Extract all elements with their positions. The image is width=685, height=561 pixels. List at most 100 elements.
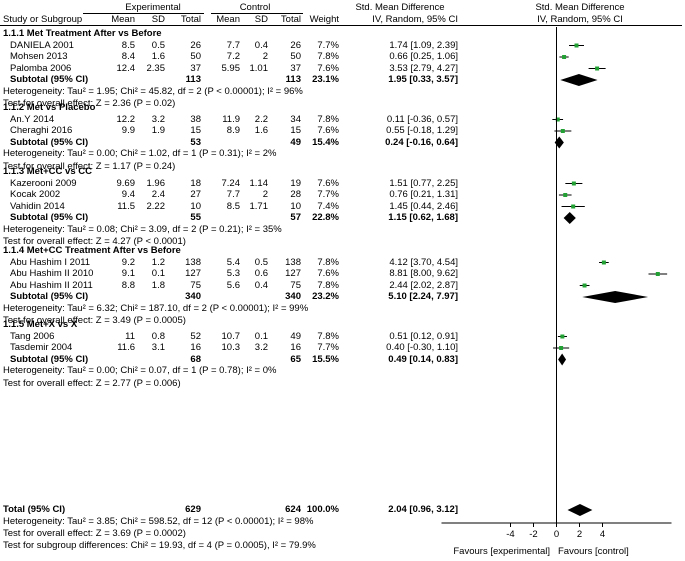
subtotal-weight: 23.2%	[312, 291, 339, 302]
diamond-subtotal-2	[563, 212, 576, 224]
study-sd2: 2.2	[254, 113, 268, 125]
point-estimate-4	[560, 129, 565, 133]
study-ci: 4.12 [3.70, 4.54]	[389, 256, 458, 268]
heterogeneity-text: Heterogeneity: Tau² = 0.00; Chi² = 1.02,…	[3, 148, 277, 159]
subgroup-title: 1.1.1 Met Treatment After vs Before	[3, 28, 162, 39]
study-m1: 12.2	[116, 113, 136, 125]
overall-effect-text: Test for overall effect: Z = 2.36 (P = 0…	[3, 98, 176, 109]
study-n1: 10	[190, 200, 201, 212]
favours-experimental-label: Favours [experimental]	[453, 546, 550, 557]
col-weight: Weight	[309, 14, 339, 25]
study-sd2: 2	[262, 51, 268, 62]
study-n1: 52	[190, 330, 201, 342]
study-ci: 1.45 [0.44, 2.46]	[389, 200, 458, 212]
overall-effect-text: Test for overall effect: Z = 3.49 (P = 0…	[3, 315, 186, 326]
x-tick-label: -2	[529, 529, 537, 540]
subgroup-differences-text: Test for subgroup differences: Chi² = 19…	[3, 540, 316, 551]
col-method-right: IV, Random, 95% CI	[537, 14, 623, 25]
subtotal-n1: 55	[190, 212, 201, 223]
study-w: 7.8%	[317, 279, 339, 291]
study-sd2: 0.4	[254, 39, 268, 51]
subtotal-weight: 22.8%	[312, 212, 339, 223]
point-estimate-7	[571, 204, 576, 209]
study-ci: 0.55 [-0.18, 1.29]	[386, 125, 458, 136]
study-w: 7.7%	[317, 39, 339, 51]
study-name: Tang 2006	[10, 330, 55, 342]
subtotal-ci: 1.15 [0.62, 1.68]	[388, 212, 458, 223]
study-m2: 7.7	[226, 39, 240, 51]
study-n1: 26	[190, 39, 201, 51]
study-n2: 49	[290, 330, 301, 342]
study-name: Tasdemir 2004	[10, 342, 73, 353]
study-sd2: 2	[262, 189, 268, 200]
study-m2: 8.5	[226, 200, 240, 212]
subtotal-ci: 0.24 [-0.16, 0.64]	[385, 136, 458, 148]
study-m1: 9.2	[121, 256, 135, 268]
study-w: 7.6%	[317, 268, 339, 279]
study-m2: 10.7	[221, 330, 241, 342]
study-n1: 37	[190, 62, 201, 74]
point-estimate-9	[655, 272, 660, 276]
heterogeneity-text: Heterogeneity: Tau² = 0.08; Chi² = 3.09,…	[3, 223, 282, 235]
x-tick-label: 0	[554, 529, 559, 540]
study-m1: 9.9	[121, 125, 135, 136]
study-ci: 1.74 [1.09, 2.39]	[389, 39, 458, 51]
study-ci: 2.44 [2.02, 2.87]	[389, 279, 458, 291]
subtotal-label: Subtotal (95% CI)	[10, 212, 89, 223]
total-ci: 2.04 [0.96, 3.12]	[388, 504, 458, 515]
study-sd2: 0.1	[254, 330, 268, 342]
study-sd1: 1.6	[151, 51, 165, 62]
col-sd-exp: SD	[151, 14, 165, 25]
study-n2: 127	[285, 268, 301, 279]
study-n2: 15	[290, 125, 301, 136]
point-estimate-8	[601, 260, 606, 265]
point-estimate-5	[571, 181, 576, 186]
study-ci: 0.51 [0.12, 0.91]	[389, 330, 458, 342]
study-m1: 11	[125, 330, 135, 342]
study-n1: 38	[190, 113, 201, 125]
study-w: 7.7%	[317, 342, 339, 353]
study-sd2: 1.14	[249, 177, 269, 189]
point-estimate-12	[559, 346, 564, 350]
study-m1: 8.5	[121, 39, 135, 51]
study-n2: 50	[290, 51, 301, 62]
study-n2: 19	[290, 177, 301, 189]
study-w: 7.7%	[317, 189, 339, 200]
col-mean-exp: Mean	[111, 14, 135, 25]
total-heterogeneity-text: Heterogeneity: Tau² = 3.85; Chi² = 598.5…	[3, 516, 314, 527]
study-ci: 0.76 [0.21, 1.31]	[389, 189, 458, 200]
study-m2: 5.6	[226, 279, 240, 291]
study-n1: 15	[190, 125, 201, 136]
study-sd1: 2.4	[151, 189, 165, 200]
study-ci: 0.11 [-0.36, 0.57]	[386, 113, 458, 125]
study-ci: 0.40 [-0.30, 1.10]	[386, 342, 458, 353]
study-name: DANIELA 2001	[10, 39, 74, 51]
study-name: Kazerooni 2009	[10, 177, 77, 189]
point-estimate-11	[560, 334, 565, 339]
col-mean-ctrl: Mean	[216, 14, 240, 25]
total-overall-effect-text: Test for overall effect: Z = 3.69 (P = 0…	[3, 528, 186, 539]
study-n2: 75	[290, 279, 301, 291]
study-m2: 7.24	[221, 177, 241, 189]
study-sd1: 1.9	[151, 125, 165, 136]
col-method: IV, Random, 95% CI	[372, 14, 458, 25]
subgroup-title: 1.1.5 Met+X vs X	[3, 319, 78, 330]
study-n2: 138	[285, 256, 301, 268]
study-n1: 75	[190, 279, 201, 291]
study-w: 7.6%	[317, 177, 339, 189]
study-ci: 8.81 [8.00, 9.62]	[389, 268, 458, 279]
study-name: Abu Hashim I 2011	[10, 256, 91, 268]
study-sd1: 0.8	[151, 330, 165, 342]
study-w: 7.8%	[317, 113, 339, 125]
study-w: 7.6%	[317, 62, 339, 74]
study-m2: 7.7	[226, 189, 240, 200]
study-name: Mohsen 2013	[10, 51, 68, 62]
study-ci: 1.51 [0.77, 2.25]	[389, 177, 458, 189]
study-n1: 50	[190, 51, 201, 62]
heterogeneity-text: Heterogeneity: Tau² = 1.95; Chi² = 45.82…	[3, 85, 303, 97]
col-study: Study or Subgroup	[3, 14, 83, 25]
study-sd2: 0.4	[254, 279, 268, 291]
study-sd1: 1.2	[151, 256, 165, 268]
study-sd1: 3.2	[151, 113, 165, 125]
